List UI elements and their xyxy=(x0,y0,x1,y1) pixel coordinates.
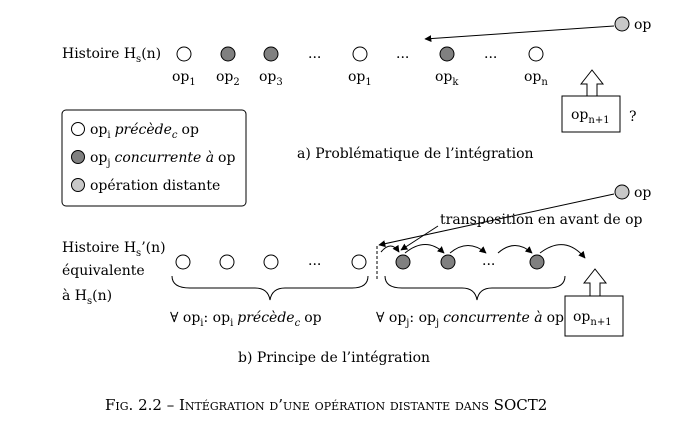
bottom-op-n1-label: opn+1 xyxy=(573,309,612,328)
top-op-dots: ... xyxy=(484,46,497,62)
top-op-label: opk xyxy=(435,69,459,88)
bottom-white-op-1 xyxy=(175,254,191,270)
top-op-n1-label: opn+1 xyxy=(571,107,610,126)
top-op-circle-dark xyxy=(439,46,455,62)
bottom-remote-op-circle xyxy=(614,184,630,200)
top-remote-op-circle xyxy=(614,16,630,32)
legend-item-concurrente: opj concurrente à op xyxy=(90,150,235,169)
legend-item-distante: opération distante xyxy=(90,178,220,194)
bottom-white-op-4 xyxy=(351,254,367,270)
bottom-histoire-line3: à Hs(n) xyxy=(62,287,112,307)
caption-a: a) Problématique de l’intégration xyxy=(297,146,534,162)
top-op-dots: ... xyxy=(308,46,321,62)
top-op-circle-dark xyxy=(263,46,279,62)
transpose-arc-4 xyxy=(497,245,533,254)
bottom-histoire-line1: Histoire Hs’(n) xyxy=(62,240,166,259)
caption-b: b) Principe de l’intégration xyxy=(238,350,430,366)
bottom-remote-op-label: op xyxy=(634,185,651,201)
top-remote-op-label: op xyxy=(634,17,651,33)
transpose-arc-5 xyxy=(539,244,586,259)
top-remote-arrow xyxy=(424,25,615,43)
transposition-label: transposition en avant de op xyxy=(440,212,642,228)
brace-concurrente xyxy=(384,275,566,301)
legend-box xyxy=(61,109,247,207)
legend-item-precede: opi précèdec op xyxy=(90,122,199,141)
bottom-dots-1: ... xyxy=(308,253,321,269)
top-history-ops: op1 op2 op3... op1... opk... opn xyxy=(172,46,548,88)
top-op-circle-white xyxy=(176,46,192,62)
top-op-circle-white xyxy=(352,46,368,62)
transposition-pointer xyxy=(400,225,439,251)
top-op-label: op3 xyxy=(259,69,283,88)
top-op-label: op1 xyxy=(172,69,196,88)
top-op-label: op2 xyxy=(216,69,240,88)
brace-precede-label: ∀ opi: opi précèdec op xyxy=(170,310,322,329)
figure-caption: Fig. 2.2 – Intégration d’une opération d… xyxy=(105,396,547,414)
brace-concurrente-label: ∀ opj: opj concurrente à op xyxy=(376,310,564,329)
transpose-arc-2 xyxy=(404,244,445,254)
bottom-histoire-line2: équivalente xyxy=(62,263,145,279)
bottom-up-arrow xyxy=(582,268,608,297)
top-histoire-label: Histoire Hs(n) xyxy=(62,46,161,65)
transpose-arc-1 xyxy=(380,244,400,253)
bottom-dark-op-2 xyxy=(440,254,456,270)
bottom-dark-op-1 xyxy=(395,254,411,270)
top-op-circle-dark xyxy=(220,46,236,62)
bottom-remote-arrow xyxy=(378,193,615,248)
legend-light-circle xyxy=(71,178,85,192)
top-question-mark: ? xyxy=(629,109,637,125)
bottom-op-n1-box xyxy=(564,295,624,337)
top-op-label: op1 xyxy=(348,69,372,88)
legend-dark-circle xyxy=(71,150,85,164)
top-op-label: opn xyxy=(524,69,548,88)
top-op-n1-box xyxy=(561,95,621,133)
top-op-circle-white xyxy=(528,46,544,62)
bottom-dots-2: ... xyxy=(482,253,495,269)
transpose-arc-3 xyxy=(449,245,487,254)
brace-precede xyxy=(171,275,369,301)
bottom-white-op-2 xyxy=(219,254,235,270)
bottom-white-op-3 xyxy=(263,254,279,270)
top-up-arrow xyxy=(579,69,605,97)
top-op-dots: ... xyxy=(396,46,409,62)
legend-white-circle xyxy=(71,122,85,136)
bottom-dark-op-3 xyxy=(529,254,545,270)
